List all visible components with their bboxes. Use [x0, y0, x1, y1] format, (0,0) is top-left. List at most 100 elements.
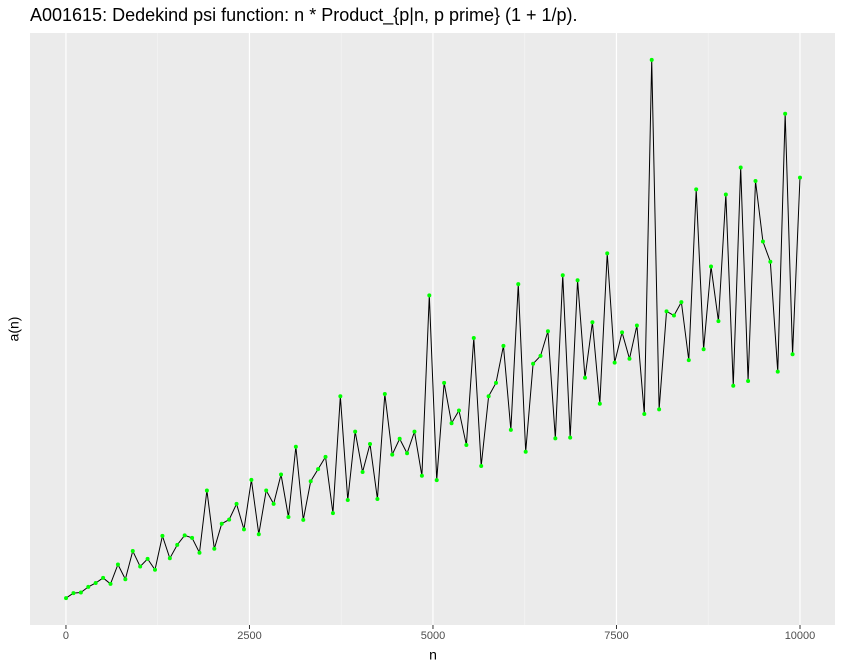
point — [738, 165, 743, 170]
point — [582, 375, 587, 380]
y-axis-title: a(n) — [6, 317, 22, 342]
point — [731, 383, 736, 388]
point — [560, 273, 565, 278]
point — [642, 412, 647, 417]
point — [212, 546, 217, 551]
point — [671, 313, 676, 318]
point — [716, 319, 721, 324]
point — [286, 515, 291, 520]
point — [138, 564, 143, 569]
x-tick-label: 2500 — [237, 630, 261, 642]
point — [620, 330, 625, 335]
point — [301, 517, 306, 522]
point — [93, 580, 98, 585]
point — [412, 429, 417, 434]
point — [375, 496, 380, 501]
point — [597, 401, 602, 406]
line — [65, 59, 801, 599]
point — [264, 488, 269, 493]
point — [123, 577, 128, 582]
point — [753, 179, 758, 184]
point — [627, 356, 632, 361]
point — [746, 379, 751, 384]
point — [775, 369, 780, 374]
point — [330, 511, 335, 516]
point — [64, 596, 69, 601]
point — [427, 293, 432, 298]
point — [449, 421, 454, 426]
point — [115, 562, 120, 567]
point — [486, 394, 491, 399]
point — [634, 323, 639, 328]
point — [86, 584, 91, 589]
point — [130, 549, 135, 554]
point — [256, 532, 261, 537]
point — [464, 443, 469, 448]
point — [175, 542, 180, 547]
point — [293, 444, 298, 449]
point — [538, 353, 543, 358]
point — [783, 111, 788, 116]
x-tick-label: 0 — [63, 630, 69, 642]
point — [531, 361, 536, 366]
point — [494, 380, 499, 385]
point — [790, 352, 795, 357]
point — [405, 451, 410, 456]
point — [345, 498, 350, 503]
point — [271, 501, 276, 506]
point — [101, 575, 106, 580]
point — [227, 517, 232, 522]
x-tick-label: 10000 — [785, 630, 816, 642]
point — [575, 278, 580, 283]
point — [419, 473, 424, 478]
point — [153, 567, 158, 572]
point — [649, 57, 654, 62]
point — [241, 527, 246, 532]
point — [694, 187, 699, 192]
point — [382, 392, 387, 397]
point — [204, 488, 209, 493]
point — [516, 282, 521, 287]
point — [701, 347, 706, 352]
point — [145, 556, 150, 561]
point — [190, 535, 195, 540]
point — [590, 320, 595, 325]
point — [323, 454, 328, 459]
point — [353, 429, 358, 434]
point — [568, 435, 573, 440]
point — [768, 259, 773, 264]
point — [442, 380, 447, 385]
point — [397, 436, 402, 441]
chart-title: A001615: Dedekind psi function: n * Prod… — [30, 5, 578, 26]
point — [657, 407, 662, 412]
point — [234, 501, 239, 506]
point — [760, 239, 765, 244]
point — [709, 264, 714, 269]
point — [167, 556, 172, 561]
point — [360, 469, 365, 474]
point — [338, 394, 343, 399]
point — [723, 192, 728, 197]
point — [612, 360, 617, 365]
point — [553, 436, 558, 441]
point — [279, 472, 284, 477]
point — [686, 358, 691, 363]
point — [797, 175, 802, 180]
point — [679, 300, 684, 305]
x-axis-title: n — [429, 647, 437, 663]
point — [249, 477, 254, 482]
point — [182, 533, 187, 538]
point — [508, 427, 513, 432]
x-tick-label: 5000 — [421, 630, 445, 642]
point — [479, 463, 484, 468]
point — [501, 343, 506, 348]
point — [71, 591, 76, 596]
point — [219, 521, 224, 526]
point — [308, 479, 313, 484]
point — [523, 449, 528, 454]
point — [434, 478, 439, 483]
point — [390, 452, 395, 457]
point — [78, 590, 83, 595]
x-tick-label: 7500 — [604, 630, 628, 642]
point — [471, 335, 476, 340]
